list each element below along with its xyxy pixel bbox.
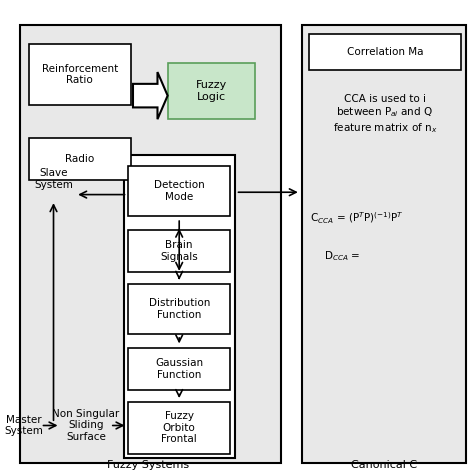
Bar (29, 138, 131, 181)
Bar (168, 63, 255, 119)
Bar (301, 25, 465, 463)
Text: Fuzzy Systems: Fuzzy Systems (107, 460, 189, 470)
Text: Slave
System: Slave System (34, 168, 73, 190)
Text: Detection
Mode: Detection Mode (154, 180, 205, 202)
Text: Canonical C: Canonical C (351, 460, 417, 470)
Bar (309, 35, 461, 70)
Text: Non Singular
Sliding
Surface: Non Singular Sliding Surface (52, 409, 119, 442)
Text: D$_{CCA}$ =: D$_{CCA}$ = (324, 249, 360, 263)
Bar (29, 44, 131, 105)
Bar (128, 230, 230, 273)
Bar (128, 402, 230, 454)
Text: Master
System: Master System (4, 415, 43, 436)
Text: Correlation Ma: Correlation Ma (346, 47, 423, 57)
Text: Gaussian
Function: Gaussian Function (155, 358, 203, 380)
Text: C$_{CCA}$ = (P$^{T}$P)$^{(-1)}$P$^{T}$: C$_{CCA}$ = (P$^{T}$P)$^{(-1)}$P$^{T}$ (310, 210, 403, 226)
Text: Fuzzy
Orbito
Frontal: Fuzzy Orbito Frontal (161, 411, 197, 445)
Polygon shape (133, 72, 168, 119)
Text: Reinforcement
Ratio: Reinforcement Ratio (42, 64, 118, 85)
Text: Brain
Signals: Brain Signals (160, 240, 198, 262)
Text: Radio: Radio (65, 154, 94, 164)
Text: Fuzzy
Logic: Fuzzy Logic (196, 80, 227, 102)
Text: CCA is used to i
between P$_{ai}$ and Q
feature matrix of n$_x$: CCA is used to i between P$_{ai}$ and Q … (333, 94, 437, 135)
Bar (20, 25, 281, 463)
Bar (128, 166, 230, 216)
Text: Distribution
Function: Distribution Function (148, 298, 210, 319)
Bar (124, 155, 235, 458)
Bar (128, 348, 230, 390)
Bar (128, 284, 230, 334)
